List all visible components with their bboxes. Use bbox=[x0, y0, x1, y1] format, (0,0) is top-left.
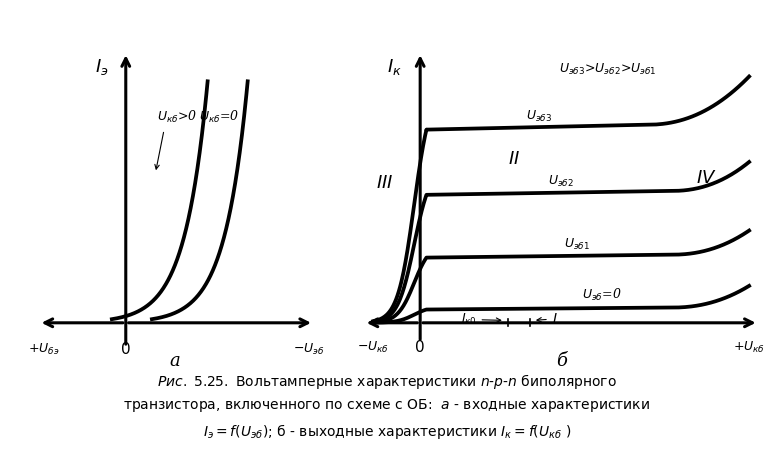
Text: $IV$: $IV$ bbox=[696, 169, 717, 187]
Text: $U_{эб3}$: $U_{эб3}$ bbox=[526, 109, 553, 124]
Text: $+U_{кб}$: $+U_{кб}$ bbox=[733, 340, 765, 355]
Text: 0: 0 bbox=[121, 342, 131, 357]
Text: $U_{кб}$=0: $U_{кб}$=0 bbox=[199, 109, 239, 125]
Text: $U_{кб}$>0: $U_{кб}$>0 bbox=[157, 109, 197, 125]
Text: $\it{Рис.\ 5.25.}$ Вольтамперные характеристики $\it{n}$-$\it{p}$-$\it{n}$ бипол: $\it{Рис.\ 5.25.}$ Вольтамперные характе… bbox=[157, 372, 617, 391]
Text: $U_{эб3}$>$U_{эб2}$>$U_{эб1}$: $U_{эб3}$>$U_{эб2}$>$U_{эб1}$ bbox=[560, 62, 657, 77]
Text: 0: 0 bbox=[416, 340, 425, 354]
Text: $III$: $III$ bbox=[376, 174, 394, 192]
Text: $-U_{кб}$: $-U_{кб}$ bbox=[357, 340, 389, 355]
Text: $U_{эб1}$: $U_{эб1}$ bbox=[563, 236, 590, 252]
Text: $I_к$: $I_к$ bbox=[386, 57, 402, 77]
Text: $U_{эб2}$: $U_{эб2}$ bbox=[548, 174, 574, 189]
Text: $I_э$: $I_э$ bbox=[94, 57, 108, 77]
Text: $\it{I_э}$$\it{=f(U_{эб})}$; б - выходные характеристики $\it{I_к}$$\it{=f(U_{кб: $\it{I_э}$$\it{=f(U_{эб})}$; б - выходны… bbox=[203, 422, 571, 441]
Text: $U_{эб}$=0: $U_{эб}$=0 bbox=[582, 287, 622, 304]
Text: транзистора, включенного по схеме с ОБ:  $\it{а}$ - входные характеристики: транзистора, включенного по схеме с ОБ: … bbox=[123, 397, 651, 414]
Text: $I_{к0}$: $I_{к0}$ bbox=[461, 312, 501, 327]
Text: $I$: $I$ bbox=[537, 312, 557, 326]
Text: $-U_{эб}$: $-U_{эб}$ bbox=[293, 342, 324, 357]
Text: б: б bbox=[556, 352, 567, 370]
Text: $II$: $II$ bbox=[508, 150, 520, 168]
Text: а: а bbox=[170, 352, 180, 370]
Text: $+U_{бэ}$: $+U_{бэ}$ bbox=[28, 342, 60, 357]
